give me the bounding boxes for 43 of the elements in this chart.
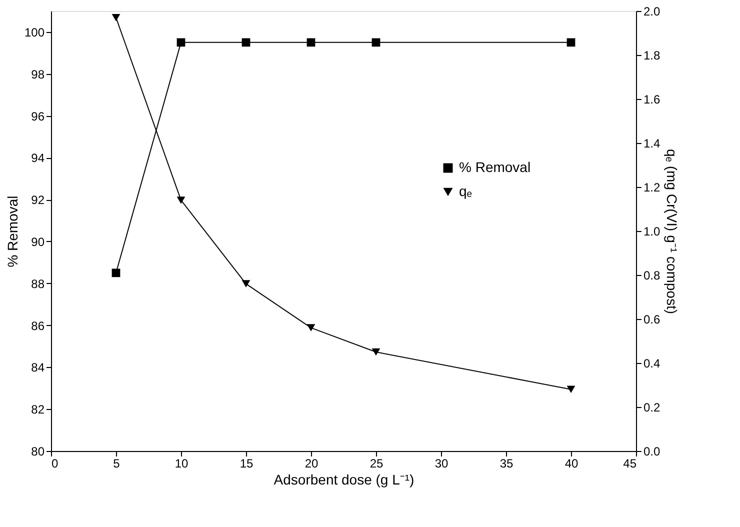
x-tick-label: 0 <box>52 456 58 470</box>
y2-tick-label: 0.4 <box>644 356 661 370</box>
point <box>566 386 576 394</box>
y2-tick-label: 1.4 <box>644 136 661 150</box>
legend-label: % Removal <box>459 159 531 175</box>
y2-tick-label: 1.6 <box>644 92 661 106</box>
y2-tick-label: 0.2 <box>644 400 661 414</box>
y-tick-label: 90 <box>31 234 45 249</box>
x-tick-label: 15 <box>240 456 254 470</box>
y2-tick-label: 0.6 <box>644 312 661 326</box>
x-tick-label: 30 <box>434 456 448 470</box>
y2-axis-title: qₑ (mg Cr(VI) g⁻¹ compost) <box>664 148 680 314</box>
y2-tick-label: 2.0 <box>644 4 661 18</box>
y-tick-label: 82 <box>31 402 45 417</box>
y-tick-label: 80 <box>31 444 45 458</box>
x-tick-label: 45 <box>623 456 637 470</box>
x-tick-label: 40 <box>564 456 578 470</box>
point <box>306 324 316 332</box>
y-tick-label: 92 <box>31 193 45 208</box>
y-tick-label: 98 <box>31 67 45 82</box>
y2-tick-label: 0.0 <box>644 444 661 458</box>
y2-tick-label: 1.2 <box>644 180 661 194</box>
x-tick-label: 5 <box>113 456 120 470</box>
y2-tick-label: 1.0 <box>644 224 661 238</box>
y2-tick-label: 1.8 <box>644 48 661 62</box>
x-axis-title: Adsorbent dose (g L⁻¹) <box>274 472 414 488</box>
point <box>242 280 250 288</box>
y-tick-label: 84 <box>31 360 45 375</box>
point <box>176 196 186 204</box>
point <box>372 348 380 356</box>
x-tick-label: 20 <box>304 456 318 470</box>
y2-tick-label: 0.8 <box>644 268 661 282</box>
x-tick-label: 10 <box>174 456 188 470</box>
y-tick-label: 100 <box>24 25 45 40</box>
legend-label: qₑ <box>459 183 472 199</box>
x-tick-label: 35 <box>500 456 514 470</box>
x-tick-label: 25 <box>370 456 384 470</box>
y-tick-label: 86 <box>31 318 45 333</box>
point <box>112 14 120 22</box>
y-tick-label: 96 <box>31 109 45 124</box>
y-tick-label: 94 <box>31 151 45 166</box>
y-tick-label: 88 <box>31 276 45 291</box>
y-axis-title: % Removal <box>4 196 20 268</box>
